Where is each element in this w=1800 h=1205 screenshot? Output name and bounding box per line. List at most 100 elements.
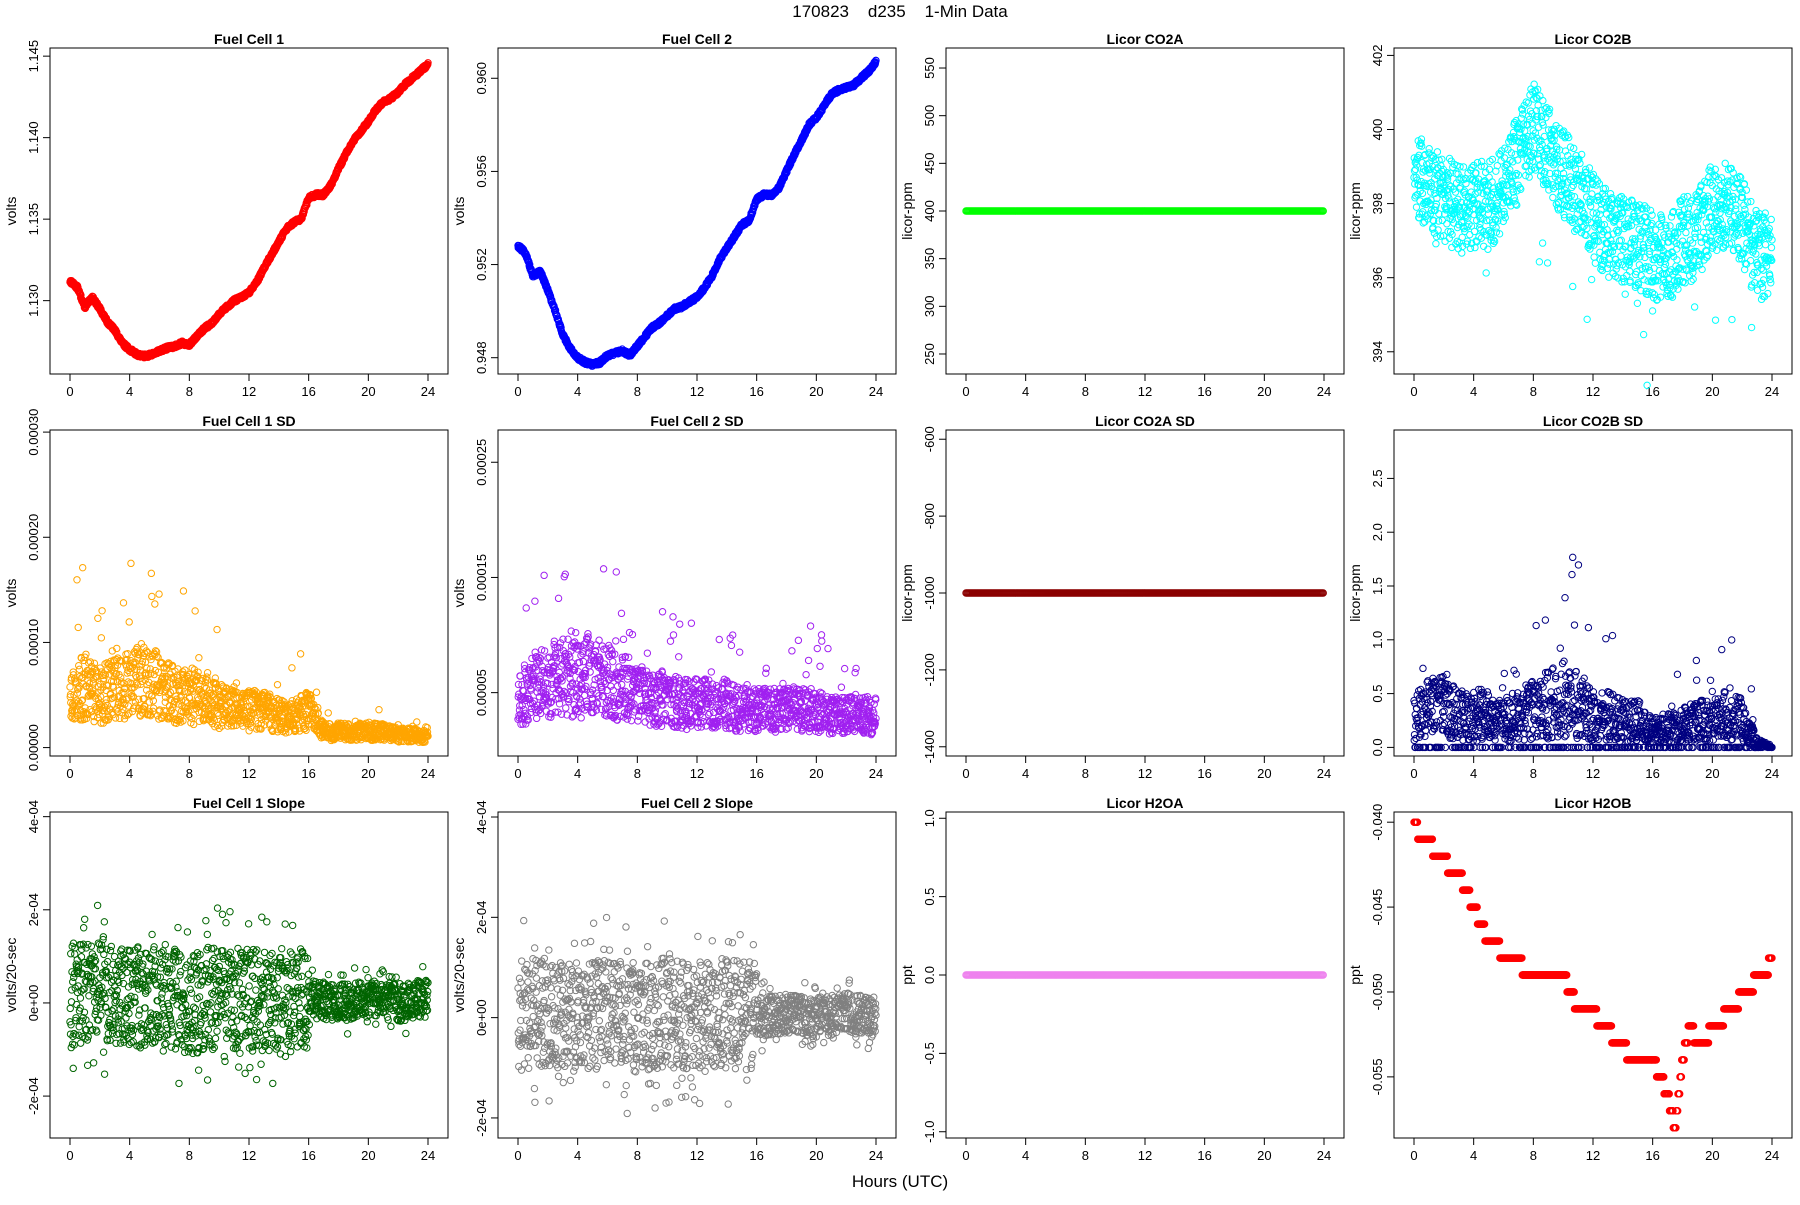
figure-title: 170823 d235 1-Min Data [0, 2, 1800, 22]
x-tick-label: 16 [1197, 384, 1211, 399]
x-tick-label: 8 [186, 766, 193, 781]
data-point [1459, 250, 1465, 256]
data-point [1540, 97, 1546, 103]
data-point [1532, 167, 1538, 173]
data-point [1587, 203, 1593, 209]
data-point [1467, 231, 1473, 237]
x-tick-label: 4 [1470, 384, 1477, 399]
x-tick-label: 8 [186, 384, 193, 399]
y-axis-label: volts [3, 579, 19, 608]
data-point [1586, 165, 1592, 171]
data-point [1606, 274, 1612, 280]
y-axis-label: licor-ppm [1347, 182, 1363, 240]
x-tick-label: 20 [361, 766, 375, 781]
y-axis-label: volts [451, 197, 467, 226]
x-tick-label: 12 [1586, 384, 1600, 399]
data-point [1722, 160, 1728, 166]
x-tick-label: 4 [574, 384, 581, 399]
x-tick-label: 0 [66, 766, 73, 781]
x-tick-label: 12 [242, 384, 256, 399]
data-point [1729, 316, 1735, 322]
y-tick-label: 0.00010 [26, 619, 41, 666]
y-tick-label: 0.952 [474, 248, 489, 281]
data-point [98, 635, 104, 641]
data-points [963, 208, 1327, 214]
data-point [1649, 308, 1655, 314]
data-point [1591, 254, 1597, 260]
data-point [1685, 205, 1691, 211]
data-point [1413, 204, 1419, 210]
data-point [1544, 260, 1550, 266]
data-point [1539, 240, 1545, 246]
y-axis-label: volts [3, 197, 19, 226]
y-tick-label: 402 [1370, 45, 1385, 67]
data-points [67, 560, 431, 745]
data-point [67, 684, 73, 690]
data-point [1768, 244, 1774, 250]
x-tick-label: 8 [1082, 384, 1089, 399]
panel-title: Licor CO2B [1554, 31, 1631, 47]
x-tick-label: 12 [1138, 384, 1152, 399]
y-tick-label: 0.960 [474, 62, 489, 95]
x-tick-label: 0 [66, 384, 73, 399]
data-point [1683, 229, 1689, 235]
x-tick-label: 16 [301, 384, 315, 399]
data-point [95, 615, 101, 621]
data-point [1433, 241, 1439, 247]
x-tick-label: 0 [962, 384, 969, 399]
data-point [1640, 331, 1646, 337]
y-tick-label: 394 [1370, 341, 1385, 363]
data-point [1748, 324, 1754, 330]
data-point [1675, 286, 1681, 292]
data-point [1550, 194, 1556, 200]
panel-title: Fuel Cell 2 [662, 31, 732, 47]
data-point [1588, 276, 1594, 282]
data-points [1411, 81, 1775, 388]
x-tick-label: 4 [1022, 384, 1029, 399]
x-tick-label: 24 [1317, 384, 1331, 399]
data-point [1622, 291, 1628, 297]
x-tick-label: 0 [1410, 384, 1417, 399]
data-point [99, 608, 105, 614]
data-point [1691, 304, 1697, 310]
data-point [1536, 259, 1542, 265]
data-point [1543, 114, 1549, 120]
data-point [1712, 317, 1718, 323]
y-tick-label: 398 [1370, 193, 1385, 215]
data-point [1649, 220, 1655, 226]
data-point [1684, 193, 1690, 199]
y-tick-label: 1.140 [26, 121, 41, 154]
y-tick-label: 1.130 [26, 284, 41, 317]
data-point [1694, 224, 1700, 230]
y-tick-label: 400 [1370, 119, 1385, 141]
x-tick-label: 20 [809, 384, 823, 399]
data-point [74, 577, 80, 583]
panel-title: Fuel Cell 1 SD [202, 413, 295, 429]
x-tick-label: 8 [634, 384, 641, 399]
data-point [1439, 217, 1445, 223]
x-tick-label: 12 [242, 766, 256, 781]
x-tick-label: 20 [361, 384, 375, 399]
x-tick-label: 0 [514, 384, 521, 399]
data-point [1419, 160, 1425, 166]
x-tick-label: 20 [1705, 384, 1719, 399]
y-tick-label: 300 [922, 295, 937, 317]
y-tick-label: 396 [1370, 267, 1385, 289]
x-tick-label: 16 [1645, 384, 1659, 399]
data-point [1485, 211, 1491, 217]
y-tick-label: 250 [922, 343, 937, 365]
y-tick-label: 400 [922, 200, 937, 222]
y-tick-label: 0.00000 [26, 724, 41, 771]
y-tick-label: 0.956 [474, 155, 489, 188]
x-tick-label: 24 [1765, 384, 1779, 399]
data-point [76, 666, 82, 672]
data-point [1449, 244, 1455, 250]
y-tick-label: 1.135 [26, 203, 41, 236]
y-tick-label: 0.00020 [26, 514, 41, 561]
data-point [1486, 174, 1492, 180]
